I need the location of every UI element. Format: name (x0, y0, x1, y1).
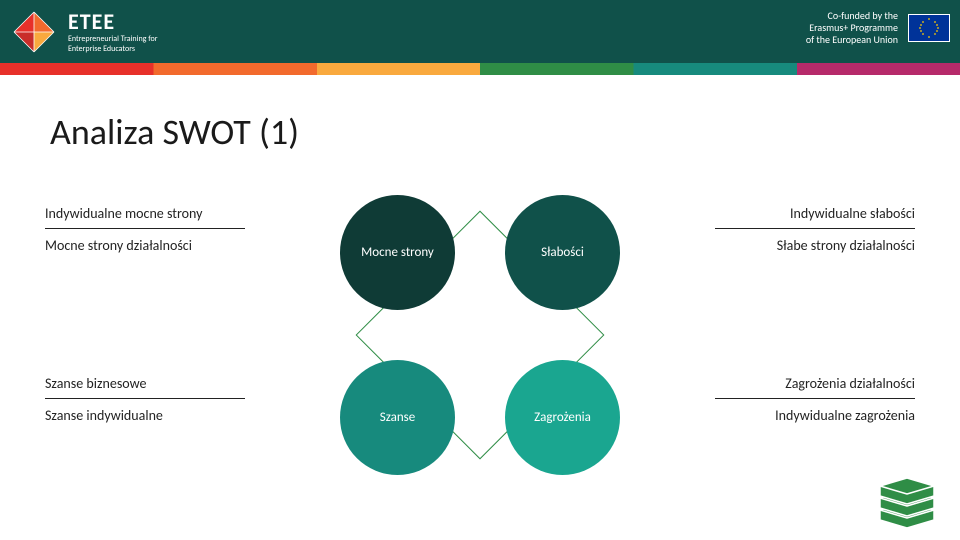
label-threats-line2: Indywidualne zagrożenia (715, 407, 915, 424)
label-weaknesses-line2: Słabe strony działalności (715, 237, 915, 254)
circle-opportunities-label: Szanse (380, 410, 416, 426)
page-title: Analiza SWOT (1) (50, 110, 299, 154)
label-strengths: Indywidualne mocne strony Mocne strony d… (45, 205, 245, 254)
label-opportunities-line1: Szanse biznesowe (45, 375, 245, 392)
accent-stripe-bottom (0, 69, 960, 75)
circle-weaknesses: Słabości (505, 195, 620, 310)
divider (715, 398, 915, 399)
erasmus-text: Co-funded by the Erasmus+ Programme of t… (806, 10, 898, 46)
label-threats: Zagrożenia działalności Indywidualne zag… (715, 375, 915, 424)
circle-threats: Zagrożenia (505, 360, 620, 475)
label-threats-line1: Zagrożenia działalności (715, 375, 915, 392)
divider (45, 228, 245, 229)
divider (715, 228, 915, 229)
etee-logo: ETEE Entrepreneurial Training for Enterp… (10, 8, 158, 56)
logo-geometric-icon (10, 8, 58, 56)
eu-flag-icon (908, 14, 950, 42)
label-weaknesses-line1: Indywidualne słabości (715, 205, 915, 222)
label-strengths-line1: Indywidualne mocne strony (45, 205, 245, 222)
swot-diagram: Mocne strony Słabości Szanse Zagrożenia (340, 195, 620, 475)
circle-strengths-label: Mocne strony (361, 245, 434, 261)
logo-text: ETEE Entrepreneurial Training for Enterp… (68, 11, 158, 53)
divider (45, 398, 245, 399)
circle-strengths: Mocne strony (340, 195, 455, 310)
erasmus-attribution: Co-funded by the Erasmus+ Programme of t… (806, 10, 950, 46)
label-opportunities: Szanse biznesowe Szanse indywidualne (45, 375, 245, 424)
label-opportunities-line2: Szanse indywidualne (45, 407, 245, 424)
circle-weaknesses-label: Słabości (541, 245, 584, 261)
label-strengths-line2: Mocne strony działalności (45, 237, 245, 254)
circle-threats-label: Zagrożenia (534, 410, 591, 426)
logo-acronym: ETEE (68, 11, 158, 33)
logo-tagline-2: Enterprise Educators (68, 45, 158, 53)
circle-opportunities: Szanse (340, 360, 455, 475)
label-weaknesses: Indywidualne słabości Słabe strony dział… (715, 205, 915, 254)
books-icon (872, 468, 942, 528)
logo-tagline-1: Entrepreneurial Training for (68, 35, 158, 43)
erasmus-line3: of the European Union (806, 34, 898, 46)
